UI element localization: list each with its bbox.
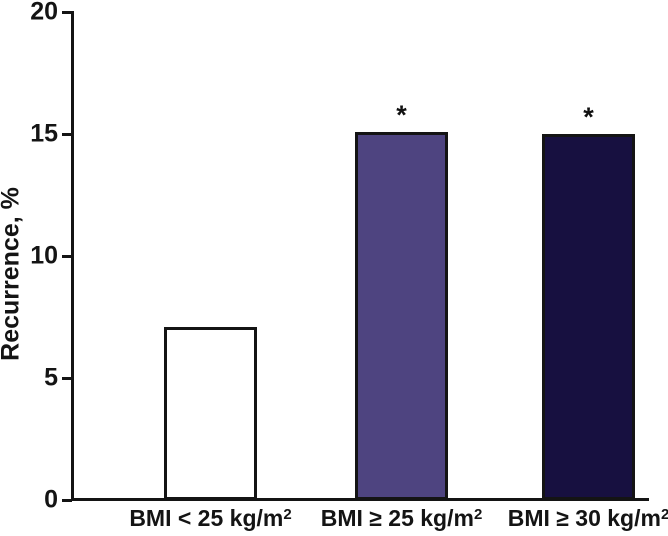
x-category-label: BMI ≥ 25 kg/m2 [320, 505, 483, 531]
y-axis-line [71, 11, 74, 501]
significance-asterisk: * [396, 99, 407, 130]
bar-1 [164, 326, 257, 500]
y-tick-mark [62, 132, 72, 136]
y-tick-label: 0 [44, 485, 58, 514]
y-tick-label: 10 [30, 241, 58, 270]
y-axis-title: Recurrence, % [0, 187, 25, 361]
x-category-label: BMI ≥ 30 kg/m2 [507, 505, 668, 531]
superscript-2: 2 [660, 506, 668, 523]
y-tick-mark [62, 498, 72, 502]
significance-asterisk: * [583, 102, 594, 132]
superscript-2: 2 [283, 506, 292, 523]
y-tick-label: 15 [30, 119, 58, 148]
x-category-label: BMI < 25 kg/m2 [129, 505, 292, 531]
bar-2 [355, 131, 448, 500]
y-tick-label: 5 [44, 363, 58, 392]
y-tick-label: 20 [30, 0, 58, 26]
y-tick-mark [62, 376, 72, 380]
superscript-2: 2 [473, 506, 483, 523]
y-tick-mark [62, 254, 72, 258]
bar-3 [542, 134, 635, 500]
y-tick-mark [62, 10, 72, 14]
